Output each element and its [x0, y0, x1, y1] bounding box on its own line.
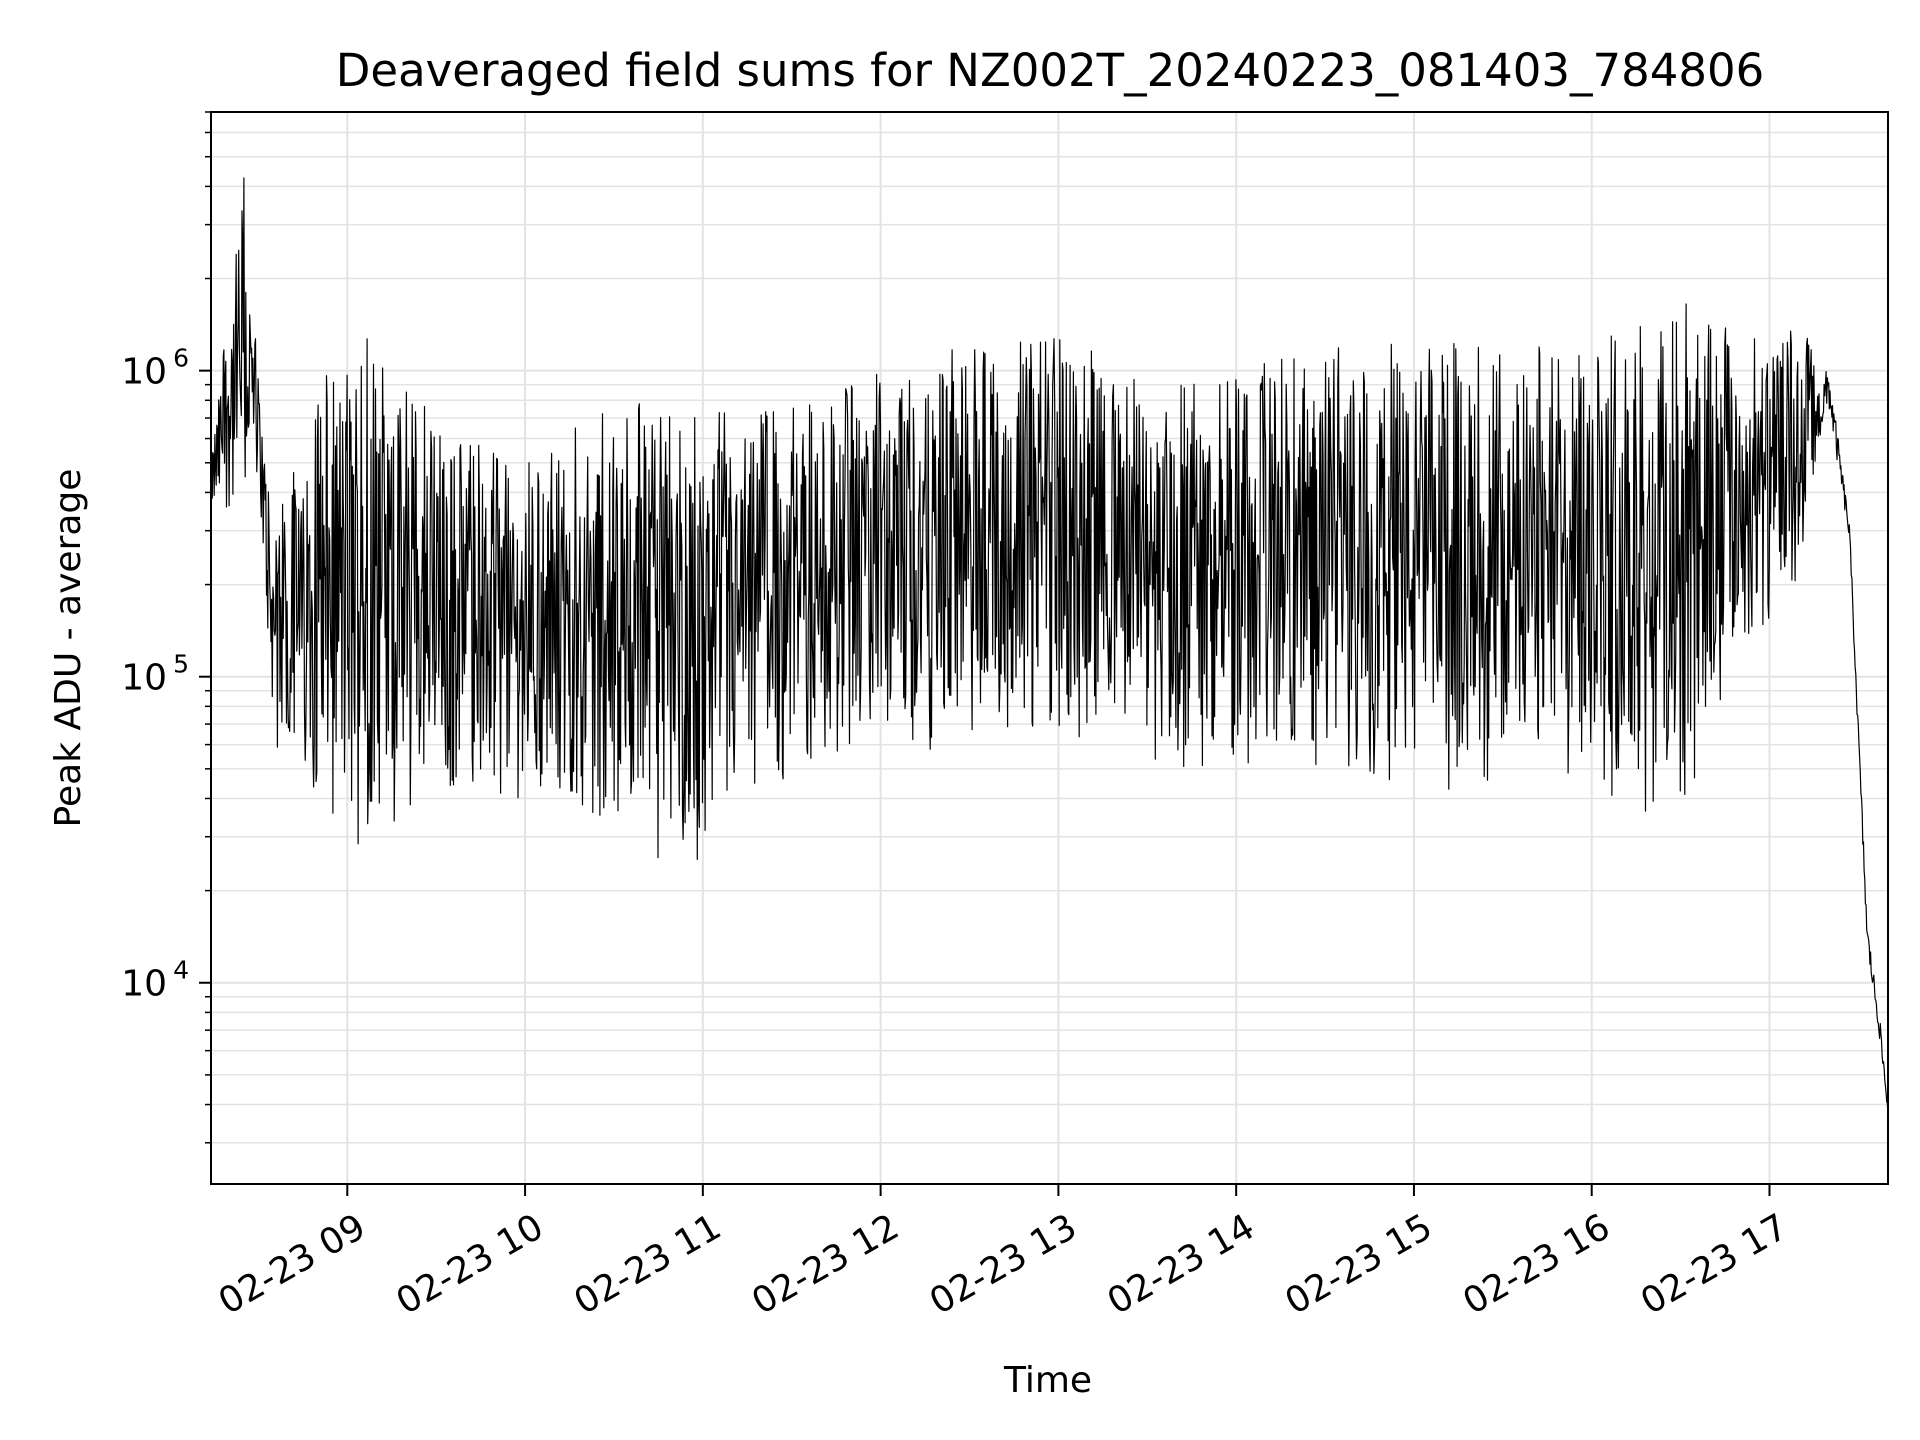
y-tick-exponent: 5	[173, 650, 189, 679]
y-tick-exponent: 6	[173, 344, 189, 373]
y-tick-exponent: 4	[173, 956, 189, 985]
x-tick-label: 02-23 09	[212, 1206, 373, 1322]
x-tick-label: 02-23 10	[390, 1206, 551, 1322]
y-tick-label: 10	[121, 964, 167, 1005]
x-axis-label: Time	[1003, 1360, 1092, 1401]
data-trace	[210, 177, 1889, 1121]
series-line	[210, 177, 1889, 1121]
y-tick-label: 10	[121, 352, 167, 393]
x-tick-label: 02-23 16	[1456, 1206, 1617, 1322]
plot-frame	[210, 111, 1889, 1185]
chart-title: Deaveraged field sums for NZ002T_2024022…	[336, 44, 1765, 97]
x-axis: 02-23 09 02-23 10 02-23 11 02-23 12 02-23 13…	[212, 1184, 1795, 1323]
x-tick-label: 02-23 13	[923, 1206, 1084, 1322]
x-tick-label: 02-23 12	[745, 1206, 906, 1322]
x-tick-label: 02-23 17	[1634, 1206, 1795, 1322]
x-tick-label: 02-23 14	[1101, 1206, 1262, 1322]
y-tick-label: 10	[121, 658, 167, 699]
x-tick-label: 02-23 15	[1279, 1206, 1440, 1322]
y-axis-label: Peak ADU - average	[48, 469, 89, 828]
x-tick-label: 02-23 11	[567, 1206, 728, 1322]
